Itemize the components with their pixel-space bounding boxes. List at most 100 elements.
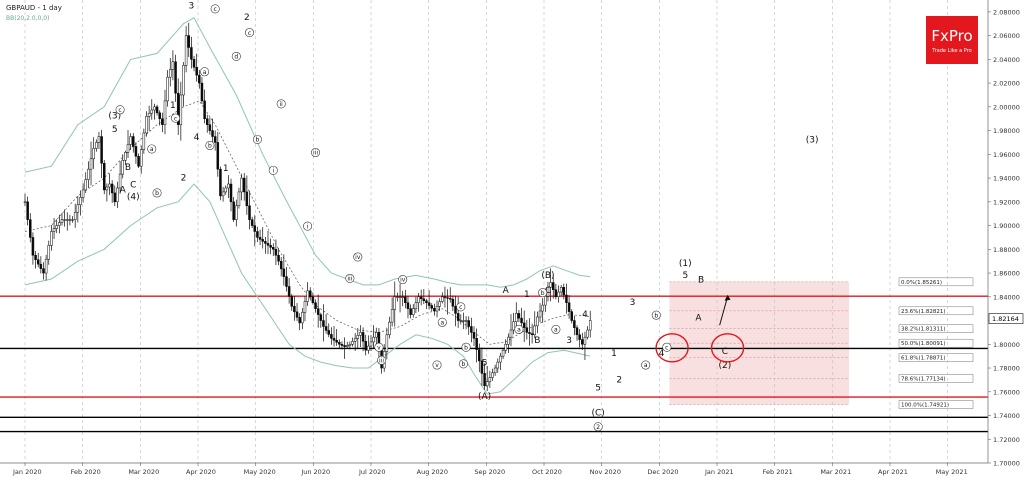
fib-zone-layer: 0.0%(1.85261) 23.6%(1.82821) 38.2%(1.81311…: [669, 277, 974, 409]
candle-body: [454, 306, 457, 314]
candles-layer: [23, 22, 592, 391]
x-tick-label: Dec 2020: [647, 468, 678, 476]
candle-body: [335, 340, 338, 343]
candle-body: [298, 317, 301, 324]
wave-label: (3): [108, 112, 121, 122]
candle-body: [279, 260, 283, 270]
candle-body: [425, 300, 428, 303]
x-tick-label: Mar 2020: [128, 468, 159, 476]
candle-body: [235, 205, 238, 220]
wave-label: 3: [566, 336, 572, 346]
annotations-layer: (3)5BAC(4)123412A(B)CB345(A)3112345(C)(1…: [108, 1, 818, 432]
wave-label: 3: [630, 298, 636, 308]
candle-body: [551, 282, 555, 290]
candle-body: [441, 296, 444, 302]
wave-circle-marker: [147, 144, 157, 154]
candle-body: [443, 296, 447, 298]
y-tick-label: 1.96000: [993, 151, 1020, 159]
y-tick-label: 2.04000: [993, 56, 1020, 64]
candle-body: [264, 241, 267, 244]
candle-body: [253, 225, 257, 232]
wave-circled-label: a: [440, 319, 444, 326]
candle-body: [248, 205, 251, 220]
candle-body: [182, 65, 185, 96]
candle-body: [169, 69, 172, 78]
candle-body: [583, 336, 587, 345]
candle-body: [176, 92, 180, 125]
candle-body: [517, 313, 521, 319]
candle-body: [364, 341, 367, 351]
candle-body: [404, 296, 407, 303]
bollinger-upper-band: [24, 17, 591, 288]
candle-body: [52, 228, 56, 232]
candle-body: [433, 308, 436, 312]
x-tick-label: Apr 2021: [878, 468, 908, 476]
y-tick-label: 2.08000: [993, 8, 1020, 16]
wave-circled-label: b: [541, 290, 545, 297]
fib-level-label: 23.6%(1.82821): [901, 309, 946, 315]
candle-body: [509, 329, 513, 338]
candle-body: [87, 168, 90, 180]
candle-body: [316, 308, 320, 315]
candle-body: [554, 289, 558, 298]
candle-body: [388, 321, 391, 336]
candle-body: [327, 330, 330, 335]
wave-circle-marker: [171, 113, 181, 123]
candle-body: [549, 282, 552, 288]
candle-body: [470, 326, 473, 333]
candle-body: [588, 320, 592, 331]
candle-body: [195, 67, 198, 76]
candle-body: [478, 349, 481, 362]
candle-body: [147, 112, 151, 117]
candle-body: [295, 311, 299, 318]
wave-label: 1: [170, 101, 176, 111]
wave-label: A: [503, 286, 510, 296]
candle-body: [359, 332, 362, 336]
fib-level-box: [898, 338, 974, 348]
candle-body: [68, 219, 72, 221]
y-tick-label: 1.72000: [993, 436, 1020, 444]
wave-circle-marker: [551, 324, 561, 334]
wave-label: 5: [682, 271, 688, 281]
wave-circled-label: iii: [313, 150, 318, 157]
candle-body: [290, 296, 294, 307]
wave-label: A: [120, 185, 127, 195]
candle-body: [345, 345, 349, 347]
candle-body: [79, 197, 82, 206]
fib-level-label: 0.0%(1.85261): [901, 280, 942, 286]
wave-circled-label: a: [517, 327, 521, 334]
y-tick-label: 1.90000: [993, 222, 1020, 230]
candle-body: [124, 152, 127, 161]
candle-body: [462, 320, 465, 322]
wave-circle-marker: [252, 134, 262, 144]
candle-body: [213, 136, 217, 143]
candle-body: [245, 191, 249, 207]
candle-body: [171, 61, 175, 70]
candle-body: [369, 341, 373, 347]
candle-body: [541, 304, 544, 312]
y-tick-label: 1.84000: [993, 293, 1020, 301]
brand-tagline: Trade Like a Pro: [931, 48, 971, 54]
wave-label: 3: [189, 1, 195, 11]
candle-body: [66, 219, 69, 221]
candle-body: [475, 338, 478, 350]
candle-body: [586, 329, 589, 338]
x-tick-label: Sep 2020: [474, 468, 505, 476]
brand-logo: FxPro Trade Like a Pro: [926, 16, 978, 64]
x-tick-label: Jun 2020: [300, 468, 330, 476]
candle-body: [121, 160, 124, 175]
candle-body: [84, 179, 87, 191]
wave-label: 4: [194, 133, 200, 143]
candle-body: [314, 302, 317, 309]
candle-body: [528, 332, 531, 334]
candle-body: [573, 320, 576, 328]
candle-body: [29, 219, 32, 238]
candle-body: [401, 296, 404, 298]
fib-level-label: 38.2%(1.81311): [901, 327, 946, 333]
candle-body: [44, 258, 48, 274]
wave-circled-label: c: [665, 344, 668, 351]
candle-body: [520, 317, 523, 324]
wave-circled-label: v: [377, 344, 381, 351]
wave-circle-marker: [268, 165, 278, 175]
